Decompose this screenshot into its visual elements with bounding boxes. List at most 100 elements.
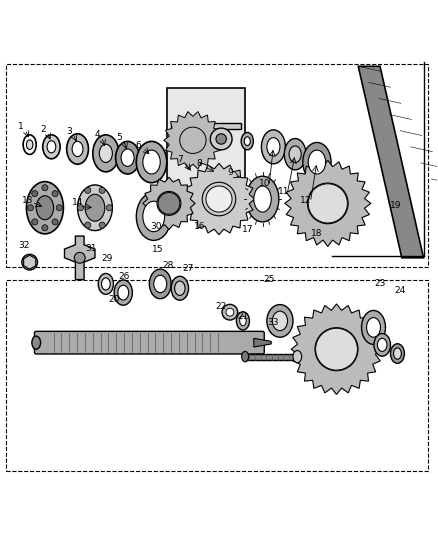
Ellipse shape bbox=[391, 344, 404, 364]
Text: 30: 30 bbox=[150, 222, 162, 231]
Ellipse shape bbox=[254, 186, 271, 212]
Polygon shape bbox=[245, 353, 297, 360]
Ellipse shape bbox=[136, 141, 167, 183]
Ellipse shape bbox=[114, 280, 132, 305]
Text: 9: 9 bbox=[227, 168, 233, 177]
Text: 23: 23 bbox=[374, 279, 386, 288]
Text: 10: 10 bbox=[259, 179, 270, 188]
Circle shape bbox=[85, 222, 91, 228]
Ellipse shape bbox=[32, 336, 41, 349]
Ellipse shape bbox=[246, 176, 279, 222]
Text: 14: 14 bbox=[72, 198, 83, 207]
Circle shape bbox=[216, 134, 226, 144]
Polygon shape bbox=[285, 160, 371, 246]
Ellipse shape bbox=[242, 351, 249, 362]
Circle shape bbox=[22, 254, 38, 270]
Circle shape bbox=[78, 205, 84, 211]
Text: 7: 7 bbox=[177, 155, 183, 164]
Text: 31: 31 bbox=[85, 244, 96, 253]
Circle shape bbox=[85, 188, 91, 193]
Ellipse shape bbox=[136, 192, 171, 240]
Text: 8: 8 bbox=[197, 159, 202, 168]
Text: 22: 22 bbox=[215, 302, 227, 311]
Text: 20: 20 bbox=[109, 295, 120, 304]
Circle shape bbox=[32, 190, 38, 197]
Text: 26: 26 bbox=[118, 272, 130, 280]
Ellipse shape bbox=[293, 351, 302, 362]
Ellipse shape bbox=[74, 252, 85, 263]
Text: 29: 29 bbox=[101, 254, 113, 263]
Ellipse shape bbox=[244, 137, 251, 146]
Polygon shape bbox=[164, 111, 222, 169]
Ellipse shape bbox=[36, 196, 53, 220]
Ellipse shape bbox=[78, 185, 113, 231]
Text: 28: 28 bbox=[162, 261, 174, 270]
Ellipse shape bbox=[26, 140, 33, 149]
Ellipse shape bbox=[361, 310, 385, 344]
Circle shape bbox=[308, 184, 347, 223]
Text: 1: 1 bbox=[18, 122, 24, 131]
Circle shape bbox=[106, 205, 113, 211]
Circle shape bbox=[99, 188, 105, 193]
FancyBboxPatch shape bbox=[167, 88, 245, 197]
Ellipse shape bbox=[118, 285, 129, 300]
Circle shape bbox=[180, 127, 206, 154]
Circle shape bbox=[226, 308, 234, 316]
Ellipse shape bbox=[67, 134, 88, 164]
Text: 21: 21 bbox=[237, 312, 249, 321]
Polygon shape bbox=[358, 66, 424, 258]
Text: 12: 12 bbox=[300, 196, 312, 205]
FancyBboxPatch shape bbox=[35, 332, 264, 354]
Text: 5: 5 bbox=[116, 133, 122, 142]
Text: 19: 19 bbox=[389, 201, 401, 210]
Text: 17: 17 bbox=[241, 225, 253, 234]
Text: 18: 18 bbox=[311, 229, 323, 238]
Ellipse shape bbox=[284, 139, 306, 170]
Text: 33: 33 bbox=[268, 318, 279, 327]
Ellipse shape bbox=[102, 278, 110, 290]
Circle shape bbox=[206, 186, 232, 212]
Ellipse shape bbox=[175, 281, 185, 295]
Ellipse shape bbox=[378, 338, 387, 351]
Ellipse shape bbox=[261, 130, 286, 164]
Ellipse shape bbox=[143, 150, 160, 174]
Text: 6: 6 bbox=[136, 141, 141, 150]
Ellipse shape bbox=[85, 194, 105, 221]
Polygon shape bbox=[171, 123, 241, 130]
Ellipse shape bbox=[308, 150, 325, 174]
Ellipse shape bbox=[303, 142, 331, 182]
Ellipse shape bbox=[267, 304, 293, 337]
Ellipse shape bbox=[374, 334, 391, 356]
Circle shape bbox=[157, 191, 181, 215]
Polygon shape bbox=[291, 304, 382, 394]
Text: 3: 3 bbox=[66, 127, 72, 136]
Ellipse shape bbox=[47, 141, 56, 153]
Ellipse shape bbox=[121, 149, 134, 166]
Ellipse shape bbox=[240, 316, 246, 326]
Circle shape bbox=[99, 222, 105, 228]
Circle shape bbox=[52, 219, 58, 225]
Circle shape bbox=[32, 219, 38, 225]
Ellipse shape bbox=[272, 311, 288, 330]
Polygon shape bbox=[143, 177, 195, 230]
Ellipse shape bbox=[72, 141, 83, 157]
Polygon shape bbox=[64, 236, 95, 279]
Text: 2: 2 bbox=[40, 125, 46, 134]
Ellipse shape bbox=[26, 182, 64, 234]
Ellipse shape bbox=[267, 138, 280, 156]
Ellipse shape bbox=[23, 135, 36, 155]
Ellipse shape bbox=[237, 312, 250, 330]
Ellipse shape bbox=[149, 269, 171, 298]
Text: 13: 13 bbox=[22, 196, 33, 205]
Text: 27: 27 bbox=[183, 264, 194, 273]
Ellipse shape bbox=[367, 318, 381, 337]
Circle shape bbox=[42, 184, 48, 191]
Polygon shape bbox=[184, 163, 254, 235]
Circle shape bbox=[158, 192, 180, 214]
Ellipse shape bbox=[93, 135, 119, 172]
Text: 25: 25 bbox=[263, 275, 275, 284]
Text: 15: 15 bbox=[152, 245, 164, 254]
Circle shape bbox=[202, 182, 236, 216]
Circle shape bbox=[307, 183, 348, 224]
Text: 16: 16 bbox=[194, 222, 205, 231]
